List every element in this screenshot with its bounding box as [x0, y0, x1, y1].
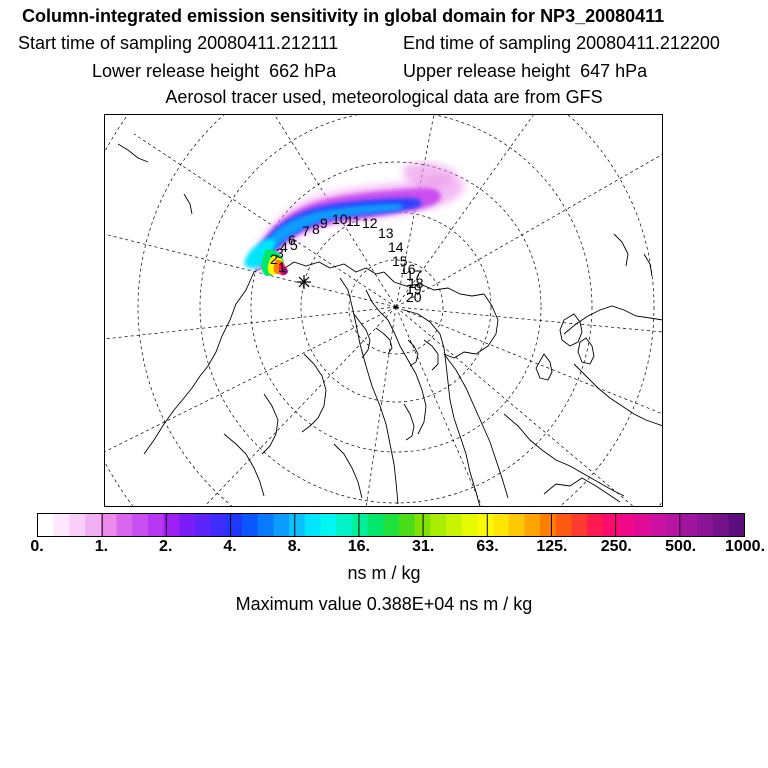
- map-frame: [104, 114, 663, 507]
- colorbar-swatch: [147, 514, 165, 536]
- colorbar-tick-label: 250.: [600, 538, 632, 555]
- trajectory-label: 5: [290, 237, 298, 253]
- trajectory-label: 11: [346, 213, 361, 229]
- colorbar-swatch: [728, 514, 745, 536]
- colorbar-tick-label: 63.: [476, 538, 499, 555]
- colorbar-tick-label: 500.: [665, 538, 697, 555]
- trajectory-label: 19: [406, 281, 422, 297]
- colorbar-tick-label: 2.: [159, 538, 173, 555]
- colorbar-swatch: [100, 514, 118, 536]
- tracer-info-label: Aerosol tracer used, meteorological data…: [165, 87, 603, 107]
- colorbar-swatch: [69, 514, 86, 536]
- trajectory-label: 7: [302, 223, 310, 239]
- trajectory-label: 20: [406, 289, 422, 305]
- trajectory-label: 17: [406, 267, 422, 283]
- start-time-label: Start time of sampling 20080411.212111: [18, 33, 339, 53]
- colorbar-tick-label: 1.: [94, 538, 109, 555]
- colorbar-swatch: [602, 514, 620, 536]
- colorbar-swatch: [163, 514, 180, 536]
- colorbar-swatch: [477, 514, 494, 536]
- trajectory-label: 6: [288, 232, 296, 248]
- colorbar-swatch: [210, 514, 227, 536]
- colorbar-swatch: [461, 514, 478, 536]
- trajectory-label: 9: [320, 215, 328, 231]
- colorbar-swatch: [367, 514, 384, 536]
- colorbar-swatch: [85, 514, 102, 536]
- trajectory-label: 18: [408, 275, 424, 291]
- coastlines: [117, 143, 663, 507]
- emission-sensitivity-plume: [244, 162, 465, 276]
- colorbar-swatch: [696, 514, 714, 536]
- colorbar-tick-label: 1000.: [724, 538, 766, 555]
- trajectory-label: 15: [392, 253, 408, 269]
- trajectory-label: 12: [362, 215, 378, 231]
- colorbar-swatch: [681, 514, 698, 536]
- colorbar-frame: [37, 513, 745, 537]
- plot-title: Column-integrated emission sensitivity i…: [22, 6, 665, 26]
- colorbar-swatch: [132, 514, 149, 536]
- colorbar-swatch: [649, 514, 667, 536]
- colorbar-tick-label: 8.: [287, 538, 302, 555]
- trajectory-label: 8: [312, 221, 320, 237]
- colorbar-swatch: [524, 514, 541, 536]
- lower-release-height-label: Lower release height 662 hPa: [92, 61, 337, 81]
- colorbar-swatch: [398, 514, 416, 536]
- colorbar-swatch: [445, 514, 463, 536]
- colorbar-swatch: [492, 514, 510, 536]
- colorbar-swatch: [289, 514, 306, 536]
- colorbar-swatch: [634, 514, 651, 536]
- trajectory-label: 16: [400, 261, 416, 277]
- colorbar-swatch: [430, 514, 447, 536]
- colorbar-swatch: [712, 514, 729, 536]
- colorbar-swatch: [351, 514, 369, 536]
- colorbar-swatch: [226, 514, 243, 536]
- colorbar-tick-label: 16.: [347, 538, 370, 555]
- colorbar-swatch: [336, 514, 353, 536]
- colorbar-swatch: [257, 514, 274, 536]
- colorbar-swatch: [194, 514, 212, 536]
- colorbar-tick-label: 4.: [223, 538, 237, 555]
- colorbar-swatch: [273, 514, 290, 536]
- graticule: [104, 114, 663, 507]
- colorbar-swatch: [53, 514, 70, 536]
- map-background: [104, 114, 663, 507]
- colorbar: [37, 513, 745, 537]
- trajectory-label: 1: [278, 259, 286, 275]
- trajectory-label: 4: [280, 239, 288, 255]
- colorbar-tick-label: 0.: [30, 538, 44, 555]
- trajectory-label: 10: [332, 211, 348, 227]
- colorbar-swatch: [540, 514, 557, 536]
- colorbar-swatch: [320, 514, 337, 536]
- end-time-label: End time of sampling 20080411.212200: [403, 33, 720, 53]
- colorbar-swatch: [571, 514, 588, 536]
- release-marker: [297, 275, 311, 289]
- trajectory-label: 2: [270, 251, 278, 267]
- trajectory-label: 14: [388, 239, 404, 255]
- colorbar-units-label: ns m / kg: [347, 563, 421, 583]
- colorbar-swatch: [665, 514, 682, 536]
- upper-release-height-label: Upper release height 647 hPa: [403, 61, 648, 81]
- colorbar-tick-label: 125.: [536, 538, 568, 555]
- maximum-value-label: Maximum value 0.388E+04 ns m / kg: [235, 594, 533, 614]
- trajectory-label: 3: [276, 245, 284, 261]
- colorbar-swatch: [116, 514, 133, 536]
- colorbar-swatch: [618, 514, 635, 536]
- colorbar-swatch: [179, 514, 196, 536]
- colorbar-swatch: [304, 514, 321, 536]
- colorbar-swatch: [383, 514, 400, 536]
- trajectory-label: 13: [378, 225, 394, 241]
- colorbar-swatch: [38, 514, 55, 536]
- colorbar-swatch: [508, 514, 525, 536]
- colorbar-swatch: [555, 514, 573, 536]
- colorbar-swatch: [587, 514, 604, 536]
- colorbar-tick-label: 31.: [412, 538, 435, 555]
- colorbar-swatch: [241, 514, 259, 536]
